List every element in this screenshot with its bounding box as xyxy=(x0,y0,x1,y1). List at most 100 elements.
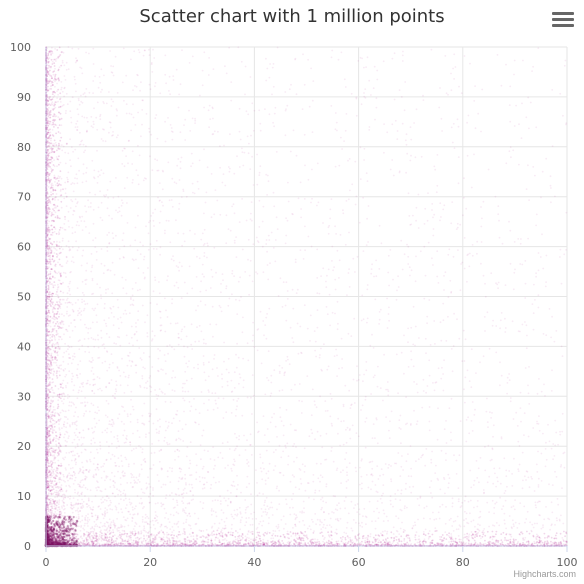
data-point xyxy=(252,334,255,337)
data-point xyxy=(76,376,79,379)
data-point xyxy=(93,476,95,479)
data-point xyxy=(392,278,394,281)
data-point xyxy=(383,512,386,515)
data-point xyxy=(345,428,347,431)
data-point xyxy=(295,456,298,459)
data-point xyxy=(560,514,562,517)
data-point xyxy=(378,323,380,325)
data-point xyxy=(135,447,138,449)
data-point xyxy=(365,523,367,526)
data-point xyxy=(86,516,89,519)
data-point xyxy=(108,121,111,123)
data-point xyxy=(445,506,447,508)
data-point xyxy=(336,328,339,331)
data-point xyxy=(71,543,74,545)
hamburger-menu-icon[interactable] xyxy=(552,12,574,32)
data-point xyxy=(77,503,80,505)
data-point xyxy=(62,473,65,476)
data-point xyxy=(275,151,278,153)
data-point xyxy=(340,420,343,423)
data-point xyxy=(143,386,146,389)
data-point xyxy=(295,154,298,157)
data-point xyxy=(157,348,160,350)
data-point xyxy=(470,486,473,489)
data-point xyxy=(46,542,49,545)
data-point xyxy=(51,529,53,532)
data-point xyxy=(136,495,139,497)
data-point xyxy=(339,507,342,510)
data-point xyxy=(47,302,50,305)
data-point xyxy=(188,265,191,268)
data-point xyxy=(416,391,419,394)
data-point xyxy=(96,514,99,517)
data-point xyxy=(250,396,252,399)
data-point xyxy=(46,193,49,196)
data-point xyxy=(48,519,51,522)
data-point xyxy=(58,364,61,367)
data-point xyxy=(509,533,512,536)
data-point xyxy=(71,467,74,469)
data-point xyxy=(509,400,512,403)
data-point xyxy=(255,517,258,520)
data-point xyxy=(233,458,236,461)
data-point xyxy=(99,190,101,193)
data-point xyxy=(144,49,146,52)
data-point xyxy=(383,353,385,356)
data-point xyxy=(61,395,64,398)
data-point xyxy=(113,316,115,318)
data-point xyxy=(267,234,270,237)
data-point xyxy=(206,481,208,484)
data-point xyxy=(342,405,345,408)
data-point xyxy=(188,533,191,536)
data-point xyxy=(400,96,403,98)
data-point xyxy=(183,325,186,328)
data-point xyxy=(238,382,240,385)
data-point xyxy=(72,256,74,258)
data-point xyxy=(191,182,194,185)
data-point xyxy=(194,119,197,122)
data-point xyxy=(386,327,389,329)
data-point xyxy=(544,465,547,468)
data-point xyxy=(47,443,49,445)
data-point xyxy=(442,302,445,305)
data-point xyxy=(92,47,95,50)
data-point xyxy=(491,447,494,450)
data-point xyxy=(201,467,204,470)
data-point xyxy=(387,313,390,315)
data-point xyxy=(84,149,86,152)
data-point xyxy=(166,526,169,529)
data-point xyxy=(152,487,154,489)
data-point xyxy=(111,232,114,235)
data-point xyxy=(417,193,420,196)
data-point xyxy=(129,244,132,247)
data-point xyxy=(520,238,522,240)
data-point xyxy=(84,495,86,497)
data-point xyxy=(309,340,311,342)
data-point xyxy=(203,371,206,374)
data-point xyxy=(48,228,50,231)
data-point xyxy=(67,437,70,439)
data-point xyxy=(120,524,122,526)
data-point xyxy=(439,488,442,491)
data-point xyxy=(121,471,124,474)
data-point xyxy=(185,379,188,382)
data-point xyxy=(453,147,456,150)
data-point xyxy=(147,543,150,545)
data-point xyxy=(326,274,328,277)
data-point xyxy=(201,263,204,266)
data-point xyxy=(395,515,397,518)
data-point xyxy=(495,501,498,504)
data-point xyxy=(112,74,115,77)
data-point xyxy=(147,476,149,479)
data-point xyxy=(221,181,224,184)
data-point xyxy=(55,469,58,471)
data-point xyxy=(185,482,187,484)
data-point xyxy=(58,428,61,431)
data-point xyxy=(130,472,133,475)
data-point xyxy=(74,198,77,201)
data-point xyxy=(286,219,289,222)
data-point xyxy=(112,394,114,397)
data-point xyxy=(63,542,66,545)
data-point xyxy=(143,529,146,532)
data-point xyxy=(81,72,84,75)
